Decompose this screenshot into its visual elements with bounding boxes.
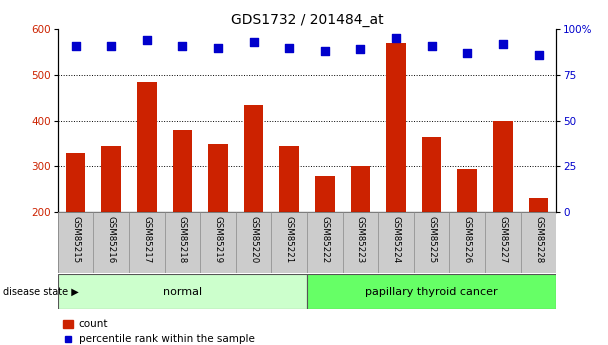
- Point: [427, 43, 437, 49]
- Bar: [529, 198, 548, 212]
- Legend: count, percentile rank within the sample: count, percentile rank within the sample: [63, 319, 255, 344]
- Text: GSM85222: GSM85222: [320, 216, 330, 264]
- Point: [285, 45, 294, 50]
- Point: [142, 38, 151, 43]
- Text: papillary thyroid cancer: papillary thyroid cancer: [365, 287, 498, 296]
- Bar: [58, 274, 307, 309]
- Bar: [422, 137, 441, 212]
- Text: disease state ▶: disease state ▶: [3, 287, 79, 296]
- Point: [178, 43, 187, 49]
- Point: [249, 39, 258, 45]
- Text: GSM85224: GSM85224: [392, 216, 401, 264]
- Bar: [137, 82, 157, 212]
- Text: GSM85227: GSM85227: [499, 216, 508, 264]
- Bar: [66, 153, 85, 212]
- Text: GSM85219: GSM85219: [213, 216, 223, 264]
- Bar: [493, 121, 513, 212]
- Bar: [457, 169, 477, 212]
- Point: [213, 45, 223, 50]
- Bar: [386, 43, 406, 212]
- Point: [320, 49, 330, 54]
- Bar: [208, 144, 228, 212]
- Bar: [102, 146, 121, 212]
- Text: GSM85221: GSM85221: [285, 216, 294, 264]
- Bar: [315, 176, 334, 212]
- Text: GSM85217: GSM85217: [142, 216, 151, 264]
- Point: [356, 47, 365, 52]
- Point: [391, 36, 401, 41]
- Point: [106, 43, 116, 49]
- Point: [498, 41, 508, 47]
- Bar: [173, 130, 192, 212]
- Bar: [351, 166, 370, 212]
- Point: [463, 50, 472, 56]
- Bar: [307, 274, 556, 309]
- Point: [71, 43, 80, 49]
- Bar: [280, 146, 299, 212]
- Title: GDS1732 / 201484_at: GDS1732 / 201484_at: [230, 13, 384, 27]
- Text: GSM85225: GSM85225: [427, 216, 436, 264]
- Text: GSM85223: GSM85223: [356, 216, 365, 264]
- Bar: [244, 105, 263, 212]
- Text: GSM85228: GSM85228: [534, 216, 543, 264]
- Text: GSM85218: GSM85218: [178, 216, 187, 264]
- Text: GSM85215: GSM85215: [71, 216, 80, 264]
- Text: normal: normal: [163, 287, 202, 296]
- Point: [534, 52, 544, 58]
- Text: GSM85220: GSM85220: [249, 216, 258, 264]
- Text: GSM85226: GSM85226: [463, 216, 472, 264]
- Text: GSM85216: GSM85216: [106, 216, 116, 264]
